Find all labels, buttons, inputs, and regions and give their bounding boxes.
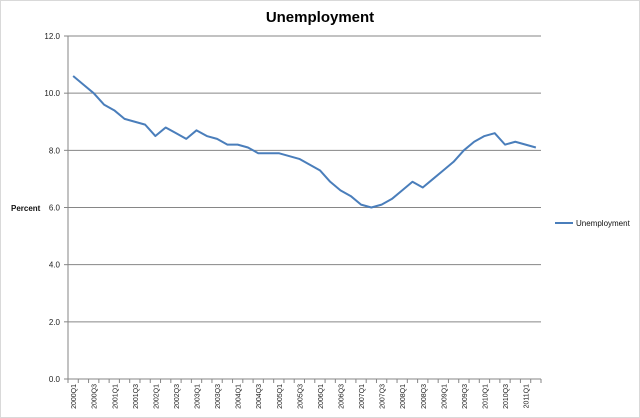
x-tick-label: 2003Q3 (215, 384, 222, 409)
y-tick-label: 4.0 (49, 261, 61, 270)
y-tick-label: 0.0 (49, 375, 61, 384)
x-tick-label: 2004Q1 (236, 384, 243, 409)
x-tick-label: 2008Q1 (400, 384, 407, 409)
x-tick-label: 2007Q3 (380, 384, 387, 409)
x-tick-label: 2008Q3 (421, 384, 428, 409)
x-axis-ticks: 2000Q1 2000Q3 2001Q1 2001Q3 2002Q1 2002Q3 2003… (67, 379, 542, 409)
x-tick-label: 2005Q1 (277, 384, 284, 409)
x-tick-label: 2003Q1 (195, 384, 202, 409)
x-tick-label: 2009Q1 (441, 384, 448, 409)
legend: Unemployment (555, 219, 631, 228)
legend-label: Unemployment (576, 219, 631, 228)
x-tick-label: 2001Q3 (133, 384, 140, 409)
x-tick-label: 2001Q1 (112, 384, 119, 409)
x-tick-label: 2000Q1 (71, 384, 78, 409)
gridlines (68, 35, 541, 323)
y-tick-label: 12.0 (44, 32, 60, 41)
x-tick-label: 2007Q1 (359, 384, 366, 409)
y-axis-ticks: 0.0 2.0 4.0 6.0 8.0 10.0 12.0 (44, 32, 68, 384)
y-tick-label: 10.0 (44, 89, 60, 98)
x-tick-label: 2006Q3 (338, 384, 345, 409)
x-tick-label: 2005Q3 (297, 384, 304, 409)
x-tick-label: 2002Q1 (153, 384, 160, 409)
y-tick-label: 6.0 (49, 204, 61, 213)
y-tick-label: 8.0 (49, 146, 61, 155)
x-tick-label: 2011Q1 (524, 384, 531, 408)
x-tick-label: 2010Q1 (482, 384, 489, 409)
x-tick-label: 2009Q3 (462, 384, 469, 409)
y-axis-label: Percent (11, 204, 41, 213)
x-tick-label: 2002Q3 (174, 384, 181, 409)
series-line-unemployment (72, 75, 537, 209)
x-tick-label: 2004Q3 (256, 384, 263, 409)
x-tick-label: 2010Q3 (503, 384, 510, 409)
x-tick-label: 2006Q1 (318, 384, 325, 409)
x-tick-label: 2000Q3 (92, 384, 99, 409)
y-tick-label: 2.0 (49, 318, 61, 327)
chart-title: Unemployment (266, 9, 374, 26)
